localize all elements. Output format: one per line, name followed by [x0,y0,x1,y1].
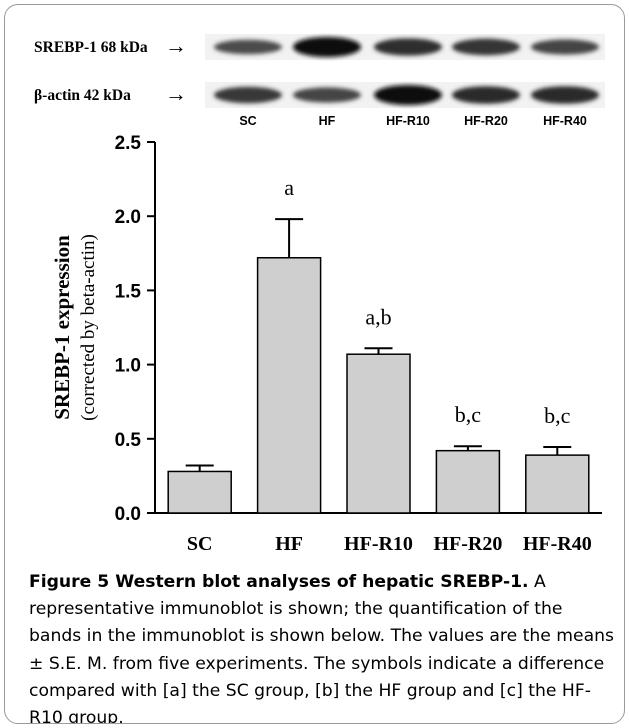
figure-graphic: SREBP-1 68 kDa → β-actin 42 kDa → SC HF HF-R10… [34,33,605,555]
blot-arrow: → [165,81,187,106]
bar [167,470,232,514]
blot-band [214,39,282,55]
significance-label: a [284,175,294,200]
significance-label: a,b [365,304,391,329]
blot-lane-label: HF-R40 [543,114,587,128]
blot-row-label: SREBP-1 68 kDa [34,39,148,56]
x-tick-label: HF [275,533,303,555]
blot-band [293,37,361,57]
y-tick-label: 2.0 [115,207,141,228]
y-tick-label: 1.5 [115,281,142,302]
blot-lane-label: HF [319,114,336,128]
caption-body: A representative immunoblot is shown; th… [29,572,615,724]
x-tick-label: HF-R20 [433,533,502,555]
bar [525,454,590,514]
caption-title: Figure 5 Western blot analyses of hepati… [29,572,529,592]
blot-arrow: → [165,33,187,58]
x-tick-label: HF-R10 [344,533,413,555]
blot-band [214,86,282,104]
y-tick-label: 0.0 [115,504,141,525]
figure-frame: SREBP-1 68 kDa → β-actin 42 kDa → SC HF HF-R10… [4,4,625,724]
y-tick-label: 0.5 [115,430,142,451]
blot-band [374,85,442,105]
y-axis-subtitle: (corrected by beta-actin) [78,234,99,421]
blot-band [293,87,361,103]
blot-lane-label: HF-R20 [464,114,508,128]
blot-band [374,38,442,56]
blot-lane-label: HF-R10 [386,114,430,128]
y-axis-title: SREBP-1 expression [50,235,74,420]
blot-lane-label: SC [239,114,256,128]
bar [256,257,322,514]
bar [346,353,411,514]
blot-band [531,39,599,55]
bar [435,449,501,514]
western-blot: SREBP-1 68 kDa → β-actin 42 kDa → SC HF HF-R10… [34,33,605,128]
blot-band [531,86,599,104]
blot-row-label: β-actin 42 kDa [34,87,131,104]
x-tick-label: HF-R40 [523,533,592,555]
y-tick-label: 1.0 [115,356,141,377]
significance-label: b,c [455,402,482,427]
significance-label: b,c [544,403,571,428]
figure-caption: Figure 5 Western blot analyses of hepati… [29,569,619,724]
x-tick-label: SC [187,533,213,555]
bar-chart: 0.0 0.5 1.0 1.5 2.0 2.5 SC a HF a,b HF-R10 b,c HF-R2… [50,133,602,555]
y-tick-label: 2.5 [115,133,142,154]
blot-band [452,38,520,56]
blot-band [452,86,520,104]
